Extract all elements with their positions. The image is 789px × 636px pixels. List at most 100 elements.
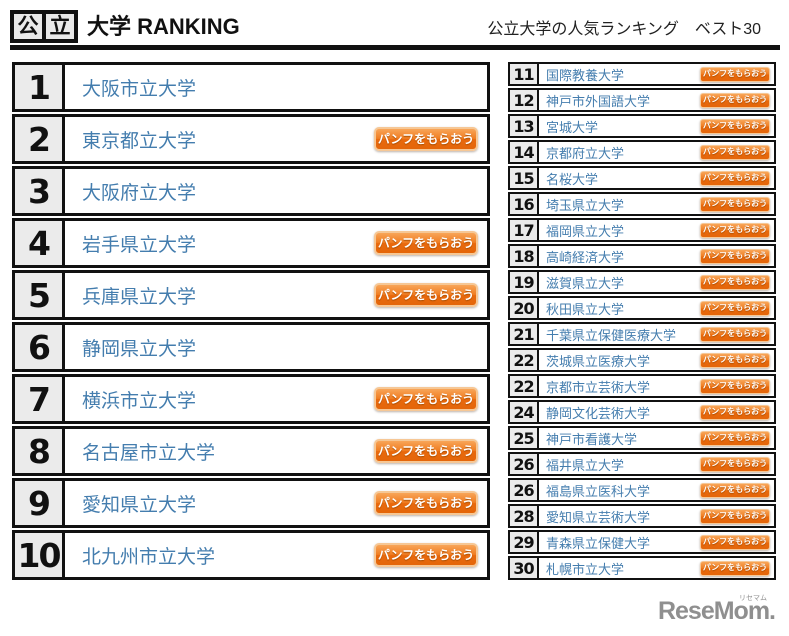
pamphlet-request-button[interactable]: パンフをもらおう [700, 274, 770, 290]
ranking-row: 25 神戸市看護大学 パンフをもらおう [508, 426, 776, 450]
university-name-link[interactable]: 福井県立大学 [546, 457, 625, 473]
university-name-link[interactable]: 宮城大学 [546, 119, 599, 135]
ranking-row: 11 国際教養大学 パンフをもらおう [508, 62, 776, 86]
pamphlet-request-button[interactable]: パンフをもらおう [700, 508, 770, 524]
university-cell: 千葉県立保健医療大学 パンフをもらおう [539, 324, 774, 344]
pamphlet-request-button[interactable]: パンフをもらおう [700, 118, 770, 134]
ranking-row: 16 埼玉県立大学 パンフをもらおう [508, 192, 776, 216]
rank-number: 30 [510, 558, 539, 578]
pamphlet-request-button[interactable]: パンフをもらおう [700, 456, 770, 472]
pamphlet-request-button[interactable]: パンフをもらおう [700, 300, 770, 316]
pamphlet-request-button[interactable]: パンフをもらおう [374, 387, 478, 411]
pamphlet-request-button[interactable]: パンフをもらおう [700, 144, 770, 160]
ranking-row: 12 神戸市外国語大学 パンフをもらおう [508, 88, 776, 112]
university-name-link[interactable]: 神戸市外国語大学 [546, 93, 651, 109]
page-title: 大学 RANKING [87, 14, 240, 39]
ranking-row: 29 青森県立保健大学 パンフをもらおう [508, 530, 776, 554]
university-name-link[interactable]: 横浜市立大学 [82, 390, 197, 412]
university-name-link[interactable]: 京都府立大学 [546, 145, 625, 161]
ranking-row: 15 名桜大学 パンフをもらおう [508, 166, 776, 190]
resemom-logo: リセマム ReseMom. [658, 595, 776, 626]
university-name-link[interactable]: 茨城県立医療大学 [546, 353, 651, 369]
university-name-link[interactable]: 神戸市看護大学 [546, 431, 638, 447]
university-name-link[interactable]: 高崎経済大学 [546, 249, 625, 265]
ranking-row: 30 札幌市立大学 パンフをもらおう [508, 556, 776, 580]
ranking-list-1-10: 1 大阪市立大学 2 東京都立大学 パンフをもらおう 3 大阪府立大学 4 岩手… [12, 62, 490, 582]
ranking-list-11-30: 11 国際教養大学 パンフをもらおう 12 神戸市外国語大学 パンフをもらおう … [508, 62, 776, 582]
ranking-row: 26 福井県立大学 パンフをもらおう [508, 452, 776, 476]
pamphlet-request-button[interactable]: パンフをもらおう [700, 326, 770, 342]
university-name-link[interactable]: 大阪府立大学 [82, 182, 197, 204]
pamphlet-request-button[interactable]: パンフをもらおう [374, 283, 478, 307]
ranking-row: 7 横浜市立大学 パンフをもらおう [12, 374, 490, 424]
university-name-link[interactable]: 静岡文化芸術大学 [546, 405, 651, 421]
rank-number: 15 [510, 168, 539, 188]
university-name-link[interactable]: 北九州市立大学 [82, 546, 216, 568]
university-cell: 大阪市立大学 [65, 65, 487, 109]
pamphlet-request-button[interactable]: パンフをもらおう [700, 430, 770, 446]
university-cell: 名桜大学 パンフをもらおう [539, 168, 774, 188]
rank-number: 16 [510, 194, 539, 214]
pamphlet-request-button[interactable]: パンフをもらおう [374, 127, 478, 151]
university-cell: 静岡県立大学 [65, 325, 487, 369]
pamphlet-request-button[interactable]: パンフをもらおう [700, 560, 770, 576]
rank-number: 5 [15, 273, 65, 317]
university-name-link[interactable]: 千葉県立保健医療大学 [546, 327, 677, 343]
pamphlet-request-button[interactable]: パンフをもらおう [700, 92, 770, 108]
ranking-row: 24 静岡文化芸術大学 パンフをもらおう [508, 400, 776, 424]
university-cell: 福井県立大学 パンフをもらおう [539, 454, 774, 474]
pamphlet-request-button[interactable]: パンフをもらおう [374, 491, 478, 515]
pamphlet-request-button[interactable]: パンフをもらおう [700, 222, 770, 238]
pamphlet-request-button[interactable]: パンフをもらおう [700, 352, 770, 368]
pamphlet-request-button[interactable]: パンフをもらおう [700, 404, 770, 420]
pamphlet-request-button[interactable]: パンフをもらおう [700, 534, 770, 550]
rank-number: 20 [510, 298, 539, 318]
badge-char-kou: 公 [10, 10, 46, 43]
university-name-link[interactable]: 東京都立大学 [82, 130, 197, 152]
pamphlet-request-button[interactable]: パンフをもらおう [374, 231, 478, 255]
university-name-link[interactable]: 札幌市立大学 [546, 561, 625, 577]
pamphlet-request-button[interactable]: パンフをもらおう [374, 543, 478, 567]
university-name-link[interactable]: 愛知県立大学 [82, 494, 197, 516]
rank-number: 26 [510, 480, 539, 500]
ranking-row: 19 滋賀県立大学 パンフをもらおう [508, 270, 776, 294]
university-cell: 兵庫県立大学 パンフをもらおう [65, 273, 487, 317]
pamphlet-request-button[interactable]: パンフをもらおう [700, 378, 770, 394]
university-name-link[interactable]: 岩手県立大学 [82, 234, 197, 256]
university-name-link[interactable]: 青森県立保健大学 [546, 535, 651, 551]
ranking-row: 4 岩手県立大学 パンフをもらおう [12, 218, 490, 268]
university-name-link[interactable]: 福岡県立大学 [546, 223, 625, 239]
university-name-link[interactable]: 兵庫県立大学 [82, 286, 197, 308]
university-name-link[interactable]: 大阪市立大学 [82, 78, 197, 100]
ranking-row: 26 福島県立医科大学 パンフをもらおう [508, 478, 776, 502]
rank-number: 28 [510, 506, 539, 526]
university-name-link[interactable]: 滋賀県立大学 [546, 275, 625, 291]
university-name-link[interactable]: 埼玉県立大学 [546, 197, 625, 213]
pamphlet-request-button[interactable]: パンフをもらおう [700, 66, 770, 82]
university-cell: 滋賀県立大学 パンフをもらおう [539, 272, 774, 292]
pamphlet-request-button[interactable]: パンフをもらおう [374, 439, 478, 463]
pamphlet-request-button[interactable]: パンフをもらおう [700, 196, 770, 212]
university-name-link[interactable]: 愛知県立芸術大学 [546, 509, 651, 525]
university-name-link[interactable]: 静岡県立大学 [82, 338, 197, 360]
rank-number: 18 [510, 246, 539, 266]
ranking-row: 28 愛知県立芸術大学 パンフをもらおう [508, 504, 776, 528]
university-cell: 大阪府立大学 [65, 169, 487, 213]
ranking-row: 18 高崎経済大学 パンフをもらおう [508, 244, 776, 268]
ranking-row: 10 北九州市立大学 パンフをもらおう [12, 530, 490, 580]
page-header: 公 立 大学 RANKING 公立大学の人気ランキング ベスト30 [10, 9, 780, 50]
ranking-row: 6 静岡県立大学 [12, 322, 490, 372]
ranking-row: 8 名古屋市立大学 パンフをもらおう [12, 426, 490, 476]
university-name-link[interactable]: 名古屋市立大学 [82, 442, 216, 464]
public-badge: 公 立 [10, 10, 78, 43]
pamphlet-request-button[interactable]: パンフをもらおう [700, 248, 770, 264]
university-name-link[interactable]: 秋田県立大学 [546, 301, 625, 317]
ranking-row: 14 京都府立大学 パンフをもらおう [508, 140, 776, 164]
university-name-link[interactable]: 京都市立芸術大学 [546, 379, 651, 395]
university-name-link[interactable]: 名桜大学 [546, 171, 599, 187]
university-name-link[interactable]: 国際教養大学 [546, 67, 625, 83]
page-subtitle: 公立大学の人気ランキング ベスト30 [487, 21, 761, 38]
university-name-link[interactable]: 福島県立医科大学 [546, 483, 651, 499]
pamphlet-request-button[interactable]: パンフをもらおう [700, 170, 770, 186]
pamphlet-request-button[interactable]: パンフをもらおう [700, 482, 770, 498]
